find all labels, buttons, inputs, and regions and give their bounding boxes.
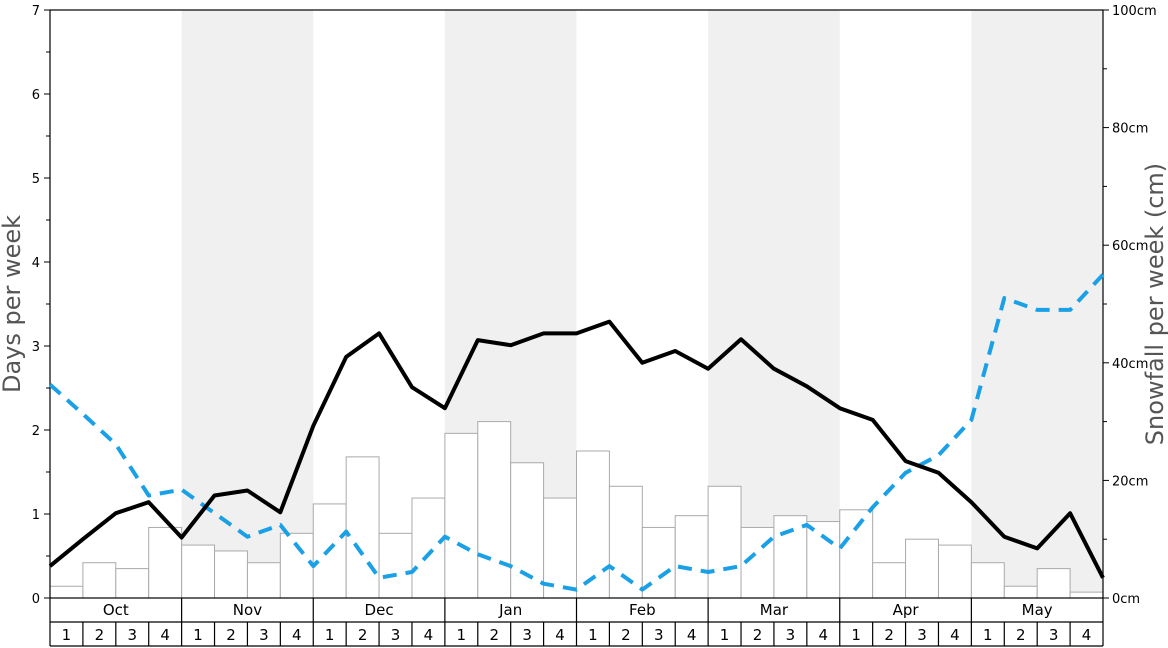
right-axis-ticks: 0cm 20cm 40cm 60cm 80cm 100cm bbox=[1103, 4, 1157, 607]
week-label: 1 bbox=[851, 626, 861, 644]
snowfall-bar bbox=[872, 562, 907, 599]
week-label: 2 bbox=[489, 626, 499, 644]
week-label: 4 bbox=[819, 626, 829, 644]
month-label: May bbox=[1022, 601, 1053, 619]
week-label: 3 bbox=[1049, 626, 1059, 644]
week-label: 2 bbox=[1016, 626, 1026, 644]
week-label: 1 bbox=[983, 626, 993, 644]
week-label: 1 bbox=[325, 626, 335, 644]
snowfall-bar bbox=[181, 544, 216, 599]
snowfall-bar bbox=[214, 550, 248, 599]
snowfall-bar bbox=[82, 562, 117, 599]
snowfall-bar bbox=[345, 456, 380, 599]
snowfall-bars bbox=[49, 421, 1104, 599]
solid-series-line bbox=[48, 319, 1105, 579]
snowfall-bar bbox=[246, 562, 281, 599]
left-tick-label: 7 bbox=[32, 4, 40, 19]
snowfall-bar bbox=[806, 521, 841, 599]
month-band bbox=[181, 10, 314, 598]
week-label: 2 bbox=[358, 626, 368, 644]
week-label: 1 bbox=[720, 626, 730, 644]
right-tick-label: 20cm bbox=[1112, 474, 1148, 489]
snowfall-bar bbox=[773, 515, 808, 599]
left-axis-title: Days per week bbox=[0, 215, 26, 393]
week-label: 1 bbox=[457, 626, 467, 644]
left-tick-label: 5 bbox=[32, 172, 40, 187]
series-lines bbox=[48, 273, 1105, 592]
week-label: 4 bbox=[292, 626, 302, 644]
week-label: 1 bbox=[193, 626, 203, 644]
snowfall-bar bbox=[674, 515, 709, 599]
month-label: Oct bbox=[103, 601, 129, 619]
right-tick-label: 100cm bbox=[1112, 4, 1157, 19]
week-label: 3 bbox=[654, 626, 664, 644]
month-label: Feb bbox=[629, 601, 656, 619]
week-label: 2 bbox=[753, 626, 763, 644]
week-label: 4 bbox=[424, 626, 434, 644]
snowfall-bar bbox=[937, 544, 972, 599]
snowfall-bar bbox=[543, 497, 577, 599]
month-bands bbox=[181, 10, 1103, 598]
week-label: 4 bbox=[687, 626, 697, 644]
left-axis-ticks: 0 1 2 3 4 5 6 7 bbox=[32, 4, 50, 607]
week-label: 2 bbox=[95, 626, 105, 644]
week-label: 2 bbox=[884, 626, 894, 644]
snowfall-bar bbox=[115, 568, 150, 599]
month-label: Nov bbox=[233, 601, 262, 619]
left-tick-label: 0 bbox=[32, 592, 40, 607]
week-label: 3 bbox=[391, 626, 401, 644]
snowfall-bar bbox=[411, 497, 446, 599]
week-label: 4 bbox=[555, 626, 565, 644]
week-label: 1 bbox=[62, 626, 72, 644]
snowfall-bar bbox=[1003, 585, 1038, 599]
right-tick-label: 40cm bbox=[1112, 357, 1148, 372]
right-tick-label: 60cm bbox=[1112, 239, 1148, 254]
week-label: 3 bbox=[786, 626, 796, 644]
snowfall-bar bbox=[378, 532, 413, 599]
snowfall-bar bbox=[444, 432, 479, 599]
left-tick-label: 4 bbox=[32, 256, 40, 271]
snowfall-bar bbox=[510, 462, 545, 599]
dashed-series-line bbox=[48, 273, 1105, 592]
snowfall-bar bbox=[608, 485, 643, 599]
snowfall-bar bbox=[576, 450, 610, 599]
snowfall-bar bbox=[1036, 568, 1071, 599]
snowfall-bar bbox=[1069, 591, 1104, 599]
week-label: 3 bbox=[522, 626, 532, 644]
snowfall-bar bbox=[970, 562, 1005, 599]
right-tick-label: 80cm bbox=[1112, 122, 1148, 137]
week-label: 3 bbox=[127, 626, 137, 644]
snowfall-bar bbox=[49, 585, 84, 599]
month-label: Mar bbox=[760, 601, 789, 619]
left-tick-label: 2 bbox=[32, 424, 40, 439]
month-label: Apr bbox=[893, 601, 920, 619]
snowfall-bar bbox=[477, 421, 512, 599]
right-axis-title: Snowfall per week (cm) bbox=[1141, 163, 1168, 445]
x-axis-labels: Oct Nov Dec Jan Feb Mar Apr May 1 2 3 4 1 2 3 4 1 2 3 4 1 2 3 4… bbox=[49, 598, 1104, 647]
week-label: 3 bbox=[259, 626, 269, 644]
week-label: 1 bbox=[588, 626, 598, 644]
snowfall-bar bbox=[839, 509, 874, 599]
week-label: 3 bbox=[917, 626, 927, 644]
month-band bbox=[971, 10, 1103, 598]
month-label: Dec bbox=[365, 601, 394, 619]
right-tick-label: 0cm bbox=[1112, 592, 1140, 607]
month-label: Jan bbox=[498, 601, 522, 619]
left-tick-label: 6 bbox=[32, 88, 40, 103]
left-tick-label: 3 bbox=[32, 340, 40, 355]
snowfall-bar bbox=[707, 485, 742, 599]
week-label: 2 bbox=[226, 626, 236, 644]
week-label: 2 bbox=[621, 626, 631, 644]
left-tick-label: 1 bbox=[32, 508, 40, 523]
week-label: 4 bbox=[1082, 626, 1092, 644]
week-label: 4 bbox=[950, 626, 960, 644]
snowfall-bar bbox=[148, 526, 183, 599]
week-label: 4 bbox=[160, 626, 170, 644]
snowfall-bar bbox=[905, 538, 939, 599]
